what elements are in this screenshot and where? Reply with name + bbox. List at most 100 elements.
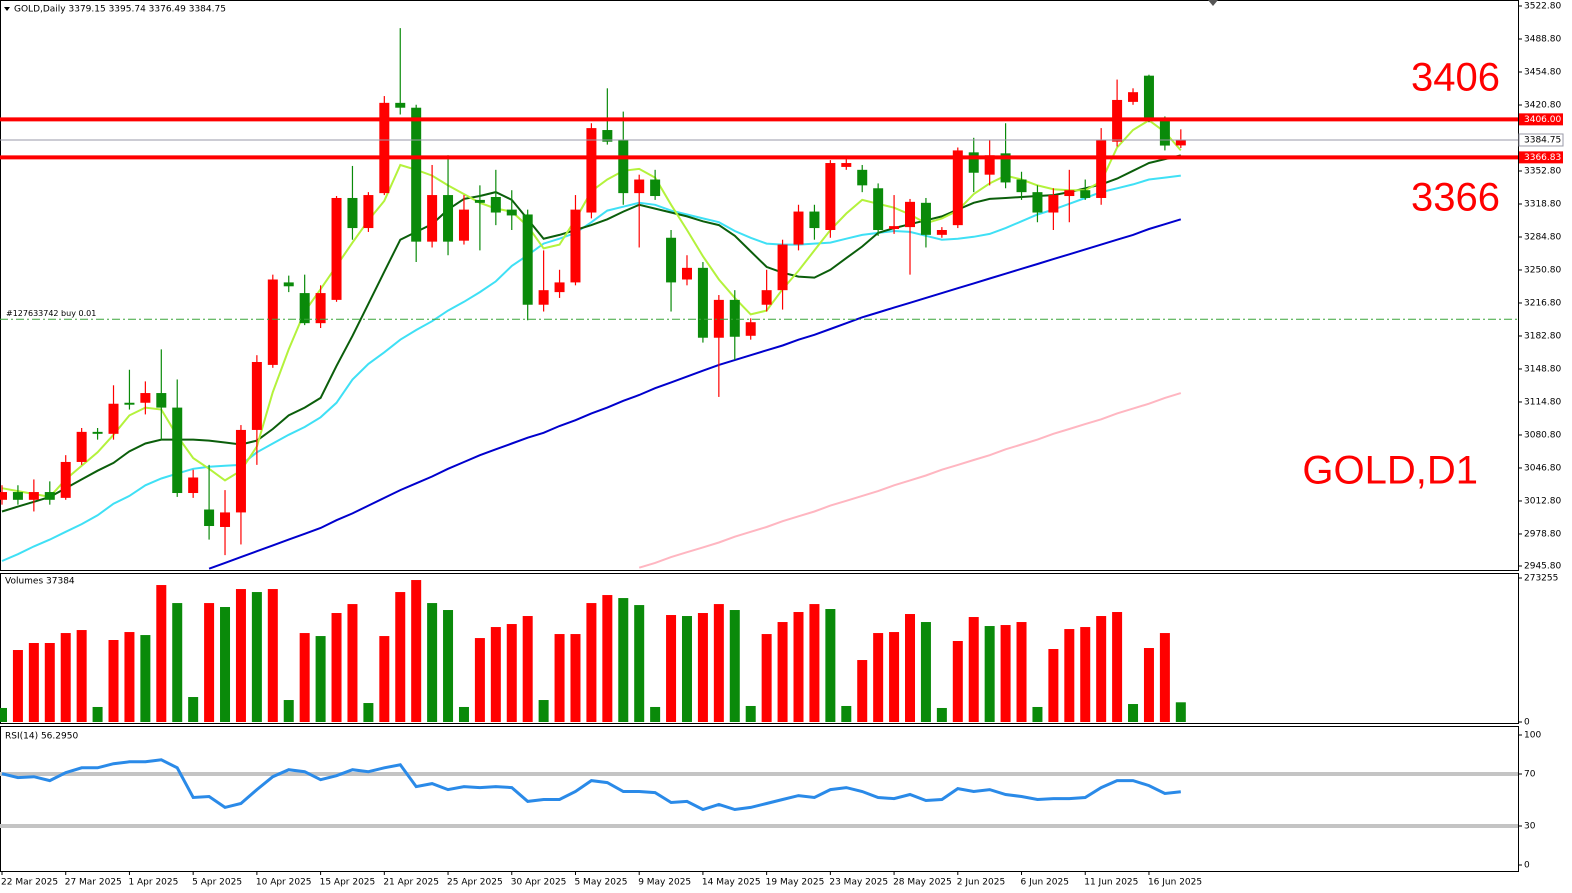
candle-body bbox=[92, 431, 103, 434]
volume-bar bbox=[1175, 702, 1186, 722]
candle-body bbox=[299, 293, 310, 324]
candle-body bbox=[28, 492, 39, 500]
volume-bar bbox=[618, 598, 629, 722]
y-tick-label: 3318.80 bbox=[1524, 199, 1561, 209]
candle-body bbox=[1048, 195, 1059, 213]
candle-body bbox=[235, 429, 246, 513]
volume-bar bbox=[697, 613, 708, 722]
volume-bar bbox=[857, 660, 868, 722]
volume-bar bbox=[825, 609, 836, 722]
candle-body bbox=[920, 202, 931, 235]
y-tick-label: 3250.80 bbox=[1524, 265, 1561, 275]
candle-body bbox=[347, 197, 358, 229]
y-tick-label: 2945.80 bbox=[1524, 562, 1561, 572]
volume-bar bbox=[411, 580, 422, 722]
volume-bar bbox=[267, 589, 278, 722]
candle-body bbox=[984, 155, 995, 175]
moving-average bbox=[638, 392, 1182, 569]
volume-bar bbox=[108, 640, 119, 722]
candle-body bbox=[458, 209, 469, 241]
candle-body bbox=[188, 477, 199, 494]
volume-bar bbox=[251, 592, 262, 722]
volume-bar bbox=[1143, 648, 1154, 722]
candle-body bbox=[522, 214, 533, 305]
candle-body bbox=[666, 237, 677, 283]
annotation: 3366 bbox=[1411, 176, 1500, 220]
candle-body bbox=[363, 195, 374, 229]
y-tick-label: 3420.80 bbox=[1524, 100, 1561, 110]
x-tick-label: 10 Apr 2025 bbox=[256, 878, 312, 888]
candle-body bbox=[697, 267, 708, 338]
level-label: 3406.00 bbox=[1524, 115, 1561, 125]
x-tick-label: 11 Jun 2025 bbox=[1084, 878, 1138, 888]
candle-body bbox=[443, 195, 454, 242]
volume-bar bbox=[1112, 612, 1123, 722]
x-tick-label: 5 Apr 2025 bbox=[192, 878, 242, 888]
x-tick-label: 9 May 2025 bbox=[638, 878, 691, 888]
x-tick-label: 19 May 2025 bbox=[766, 878, 825, 888]
x-tick-label: 15 Apr 2025 bbox=[320, 878, 376, 888]
y-tick-label: 0 bbox=[1524, 718, 1530, 728]
moving-average bbox=[1, 174, 1181, 562]
volume-bar bbox=[235, 589, 246, 722]
volume-bar bbox=[172, 603, 183, 722]
main-panel bbox=[0, 0, 1519, 571]
rsi-title: RSI(14) 56.2950 bbox=[5, 732, 78, 742]
candle-body bbox=[251, 361, 262, 430]
order-label: #127633742 buy 0.01 bbox=[6, 309, 96, 318]
volume-bar bbox=[28, 643, 39, 722]
rsi-panel bbox=[0, 726, 1519, 872]
candle-body bbox=[729, 299, 740, 337]
y-tick-label: 3080.80 bbox=[1524, 430, 1561, 440]
candle-body bbox=[76, 431, 87, 462]
volume-bar bbox=[395, 592, 406, 722]
candle-body bbox=[857, 169, 868, 186]
bid-label-box bbox=[1518, 133, 1564, 147]
candle-body bbox=[761, 290, 772, 305]
candle-body bbox=[60, 461, 71, 498]
volume-bar bbox=[506, 624, 517, 722]
candle-body bbox=[124, 402, 135, 405]
volume-bar bbox=[650, 706, 661, 722]
volume-bar bbox=[12, 650, 23, 722]
candle-body bbox=[395, 102, 406, 108]
symbol-menu-arrow[interactable] bbox=[4, 7, 10, 11]
volume-bar bbox=[220, 607, 231, 722]
volume-bar bbox=[315, 636, 326, 722]
volume-bar bbox=[538, 700, 549, 722]
candle-body bbox=[0, 492, 7, 500]
candle-body bbox=[411, 107, 422, 242]
candle-body bbox=[1064, 190, 1075, 197]
candle-body bbox=[570, 209, 581, 283]
candle-body bbox=[889, 226, 900, 230]
annotation: GOLD,D1 bbox=[1302, 449, 1478, 493]
candle-body bbox=[315, 293, 326, 324]
candle-body bbox=[841, 163, 852, 167]
candle-body bbox=[220, 512, 231, 527]
candle-body bbox=[1016, 179, 1027, 193]
candle-body bbox=[873, 188, 884, 230]
volume-bar bbox=[1080, 627, 1091, 722]
volume-bar bbox=[156, 585, 167, 722]
candle-body bbox=[554, 282, 565, 293]
volume-bar bbox=[809, 604, 820, 722]
y-tick-label: 3352.80 bbox=[1524, 166, 1561, 176]
candle-body bbox=[204, 509, 215, 527]
y-tick-label: 100 bbox=[1524, 731, 1541, 741]
volume-bar bbox=[427, 603, 438, 722]
volume-bar bbox=[681, 616, 692, 722]
volume-bar bbox=[793, 612, 804, 722]
volume-bar bbox=[984, 626, 995, 722]
volume-bar bbox=[474, 638, 485, 722]
volume-bar bbox=[458, 706, 469, 722]
candle-body bbox=[745, 322, 756, 336]
y-tick-label: 3046.80 bbox=[1524, 463, 1561, 473]
y-tick-label: 3148.80 bbox=[1524, 364, 1561, 374]
volume-bar bbox=[745, 705, 756, 722]
shift-marker bbox=[1208, 0, 1218, 6]
y-tick-label: 273255 bbox=[1524, 574, 1558, 584]
level-label-box bbox=[1519, 113, 1563, 126]
volume-bar bbox=[889, 632, 900, 722]
